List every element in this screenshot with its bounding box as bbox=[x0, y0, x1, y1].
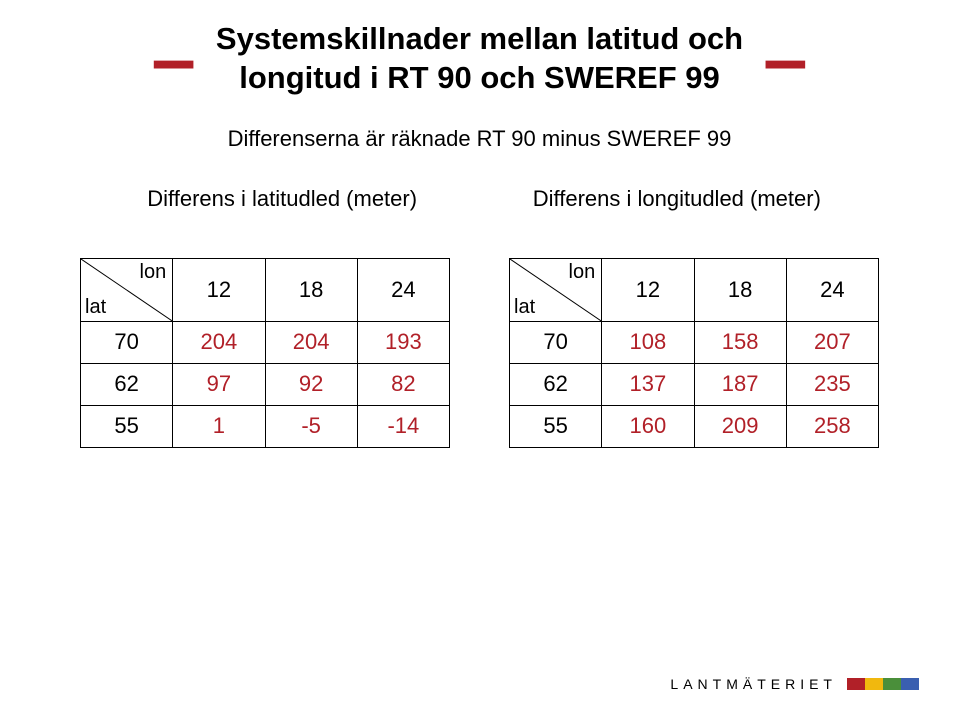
lon-header: 24 bbox=[357, 258, 449, 321]
column-headers-row: Differens i latitudled (meter) Differens… bbox=[40, 186, 919, 212]
lon-header: 24 bbox=[786, 258, 878, 321]
right-table: lon lat 12 18 24 70 108 158 207 62 137 1… bbox=[509, 258, 879, 448]
lat-header: 62 bbox=[81, 363, 173, 405]
lon-header: 18 bbox=[694, 258, 786, 321]
table-cell: 187 bbox=[694, 363, 786, 405]
title-line-1: Systemskillnader mellan latitud och bbox=[216, 21, 743, 56]
right-column-header: Differens i longitudled (meter) bbox=[495, 186, 859, 212]
table-cell: -14 bbox=[357, 405, 449, 447]
table-cell: 137 bbox=[602, 363, 694, 405]
flag-stripe bbox=[865, 678, 883, 690]
table-cell: 209 bbox=[694, 405, 786, 447]
corner-lon-label: lon bbox=[569, 261, 596, 284]
lat-header: 55 bbox=[510, 405, 602, 447]
title-line-2: longitud i RT 90 och SWEREF 99 bbox=[239, 60, 720, 95]
lat-header: 55 bbox=[81, 405, 173, 447]
table-cell: 235 bbox=[786, 363, 878, 405]
flag-stripe bbox=[901, 678, 919, 690]
table-cell: 158 bbox=[694, 321, 786, 363]
table-cell: -5 bbox=[265, 405, 357, 447]
lat-header: 70 bbox=[81, 321, 173, 363]
corner-cell: lon lat bbox=[81, 258, 173, 321]
left-table: lon lat 12 18 24 70 204 204 193 62 97 92… bbox=[80, 258, 450, 448]
logo-flag-icon bbox=[847, 678, 919, 690]
table-cell: 97 bbox=[173, 363, 265, 405]
lat-header: 70 bbox=[510, 321, 602, 363]
lon-header: 12 bbox=[173, 258, 265, 321]
lon-header: 12 bbox=[602, 258, 694, 321]
dash-left: – bbox=[151, 39, 196, 79]
table-cell: 204 bbox=[173, 321, 265, 363]
table-cell: 160 bbox=[602, 405, 694, 447]
corner-lat-label: lat bbox=[85, 296, 106, 319]
table-cell: 82 bbox=[357, 363, 449, 405]
flag-stripe bbox=[883, 678, 901, 690]
corner-lat-label: lat bbox=[514, 296, 535, 319]
table-cell: 92 bbox=[265, 363, 357, 405]
logo-text: LANTMÄTERIET bbox=[670, 676, 837, 692]
table-cell: 108 bbox=[602, 321, 694, 363]
table-cell: 207 bbox=[786, 321, 878, 363]
dash-right: – bbox=[763, 39, 808, 79]
subtitle: Differenserna är räknade RT 90 minus SWE… bbox=[40, 126, 919, 152]
lon-header: 18 bbox=[265, 258, 357, 321]
table-cell: 258 bbox=[786, 405, 878, 447]
corner-cell: lon lat bbox=[510, 258, 602, 321]
table-cell: 193 bbox=[357, 321, 449, 363]
page-title: Systemskillnader mellan latitud och long… bbox=[216, 20, 743, 98]
table-cell: 204 bbox=[265, 321, 357, 363]
left-column-header: Differens i latitudled (meter) bbox=[100, 186, 464, 212]
lat-header: 62 bbox=[510, 363, 602, 405]
flag-stripe bbox=[847, 678, 865, 690]
corner-lon-label: lon bbox=[140, 261, 167, 284]
tables-row: lon lat 12 18 24 70 204 204 193 62 97 92… bbox=[40, 258, 919, 448]
lantmateriet-logo: LANTMÄTERIET bbox=[670, 676, 919, 692]
title-row: – Systemskillnader mellan latitud och lo… bbox=[40, 20, 919, 98]
table-cell: 1 bbox=[173, 405, 265, 447]
